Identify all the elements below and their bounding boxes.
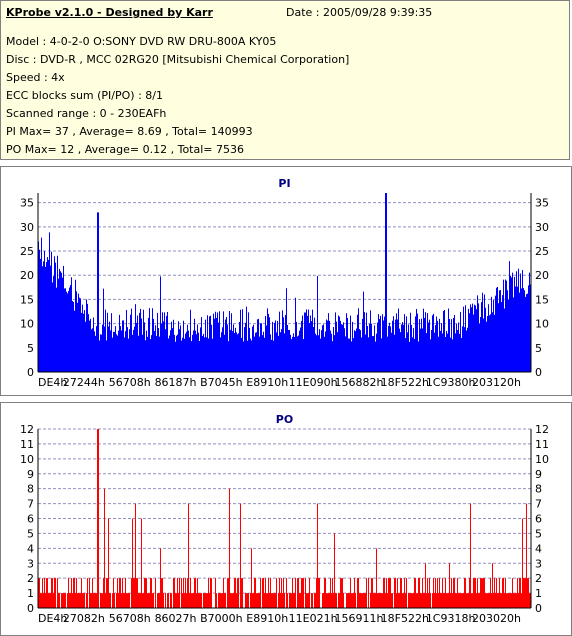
x-tick-label: 56708h [109,612,151,625]
y-tick-label-left: 5 [27,527,34,540]
x-tick-label: 1C9380h [426,376,476,389]
x-tick-label: DE4h [38,612,67,625]
x-tick-label: B7000h [200,612,243,625]
x-tick-label: 56708h [109,376,151,389]
x-tick-label: 86187h [155,376,197,389]
y-tick-label-left: 0 [27,366,34,379]
speed-line: Speed : 4x [6,71,65,84]
y-tick-label-right: 35 [535,197,549,210]
y-tick-label-left: 4 [27,542,34,555]
x-tick-label: 11E021h [289,612,338,625]
x-tick-label: 27082h [63,612,105,625]
x-tick-label: 11E090h [289,376,338,389]
range-line: Scanned range : 0 - 230EAFh [6,107,167,120]
y-tick-label-left: 10 [20,318,34,331]
x-tick-label: 156882h [334,376,383,389]
y-tick-label-right: 1 [535,587,542,600]
y-tick-label-right: 10 [535,453,549,466]
pi-chart-panel: PI 0 0 5 5 10 10 15 15 20 20 25 25 30 30 35 35 DE4h 27244h… [0,166,572,396]
x-tick-label: 203120h [472,376,521,389]
y-tick-label-left: 10 [20,453,34,466]
y-tick-label-right: 0 [535,602,542,615]
po-chart-panel: PO 0 0 1 1 2 2 3 3 4 4 5 5 6 6 7 7 8 8 9 9 10 10 11 11 12 12 DE4h 27… [0,402,572,636]
y-tick-label-right: 2 [535,572,542,585]
disc-info-panel: KProbe v2.1.0 - Designed by Karr Date : … [0,0,570,160]
y-tick-label-right: 15 [535,293,549,306]
y-tick-label-right: 9 [535,468,542,481]
model-line: Model : 4-0-2-0 O:SONY DVD RW DRU-800A K… [6,35,277,48]
y-tick-label-right: 4 [535,542,542,555]
x-tick-label: E8910h [246,376,288,389]
y-tick-label-left: 15 [20,293,34,306]
y-tick-label-right: 10 [535,318,549,331]
po-stats-line: PO Max= 12 , Average= 0.12 , Total= 7536 [6,143,244,156]
y-tick-label-right: 30 [535,221,549,234]
x-tick-label: E8910h [246,612,288,625]
pi-stats-line: PI Max= 37 , Average= 8.69 , Total= 1409… [6,125,253,138]
data-bars [38,193,531,372]
y-tick-label-left: 12 [20,423,34,436]
y-tick-label-left: 35 [20,197,34,210]
x-tick-label: DE4h [38,376,67,389]
y-tick-label-right: 6 [535,513,542,526]
x-tick-label: 203020h [472,612,521,625]
x-tick-label: 18F522h [381,376,429,389]
x-tick-label: 86027h [155,612,197,625]
y-tick-label-left: 7 [27,498,34,511]
y-tick-label-left: 8 [27,483,34,496]
y-tick-label-right: 0 [535,366,542,379]
y-tick-label-right: 11 [535,438,549,451]
y-tick-label-right: 12 [535,423,549,436]
y-tick-label-left: 30 [20,221,34,234]
x-tick-label: 18F522h [381,612,429,625]
y-tick-label-left: 1 [27,587,34,600]
chart-title: PI [278,177,290,190]
ecc-line: ECC blocks sum (PI/PO) : 8/1 [6,89,163,102]
scan-date: Date : 2005/09/28 9:39:35 [286,6,433,19]
x-tick-label: 1C9318h [426,612,476,625]
y-tick-label-left: 5 [27,342,34,355]
y-tick-label-right: 8 [535,483,542,496]
pi-chart: PI 0 0 5 5 10 10 15 15 20 20 25 25 30 30 35 35 DE4h27244h… [20,177,549,389]
y-tick-label-left: 6 [27,513,34,526]
y-tick-label-left: 9 [27,468,34,481]
x-tick-label: 156911h [334,612,383,625]
y-tick-label-left: 11 [20,438,34,451]
y-tick-label-left: 3 [27,557,34,570]
x-tick-label: B7045h [200,376,243,389]
y-tick-label-right: 3 [535,557,542,570]
x-tick-label: 27244h [63,376,105,389]
y-tick-label-left: 2 [27,572,34,585]
app-title: KProbe v2.1.0 - Designed by Karr [6,6,213,19]
y-tick-label-right: 20 [535,269,549,282]
y-tick-label-right: 5 [535,342,542,355]
chart-title: PO [276,413,293,426]
y-tick-label-right: 7 [535,498,542,511]
y-tick-label-right: 25 [535,245,549,258]
y-tick-label-right: 5 [535,527,542,540]
y-tick-label-left: 25 [20,245,34,258]
y-tick-label-left: 20 [20,269,34,282]
disc-line: Disc : DVD-R , MCC 02RG20 [Mitsubishi Ch… [6,53,350,66]
y-tick-label-left: 0 [27,602,34,615]
